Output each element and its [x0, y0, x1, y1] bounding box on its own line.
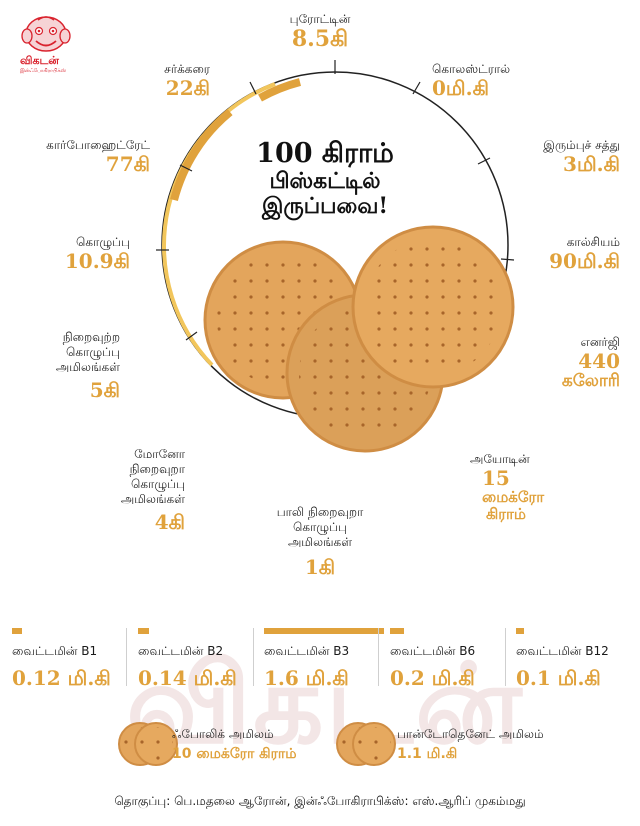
nutrient-label-l1: பாலி நிறைவுறா	[276, 505, 364, 519]
nutrient-value: 1கி	[304, 555, 336, 579]
nutrient-label: சர்க்கரை	[164, 62, 210, 76]
credits: தொகுப்பு: பெ.மதலை ஆரோன், இன்ஃபோகிராபிக்ஸ…	[114, 794, 526, 808]
nutrient-label-l3: அமிலங்கள்	[287, 535, 353, 549]
brand-name: விகடன்	[20, 54, 59, 67]
nutrient-value: 77கி	[105, 152, 150, 176]
biscuit-right	[351, 225, 515, 389]
extra-pantothenic-acid: பான்டோதெனேட் அமிலம் 1.1 மி.கி	[397, 727, 567, 764]
main-title: 100 கிராம் பிஸ்கட்டில் இருப்பவை!	[210, 138, 440, 220]
mini-biscuits-icon	[336, 722, 396, 766]
vitamin-level-bar	[264, 628, 384, 634]
nutrient-value-unit: கலோரி	[561, 371, 620, 391]
brand-tagline: இன்ஃபோகிராபிக்ஸ்	[20, 68, 66, 74]
nutrient-label-l4: அமிலங்கள்	[120, 492, 185, 506]
nutrient-label-l1: நிறைவுற்ற	[62, 330, 120, 344]
vitamin-value: 0.2 மி.கி	[390, 666, 475, 690]
vitamin-name: வைட்டமின் B3	[264, 644, 350, 658]
nutrient-poly-unsaturated: பாலி நிறைவுறா கொழுப்பு அமிலங்கள் 1கி	[250, 505, 390, 578]
vitamin-value: 1.6 மி.கி	[264, 666, 349, 690]
vitamin-name: வைட்டமின் B1	[12, 644, 98, 658]
nutrient-label: எனர்ஜி	[580, 335, 620, 349]
vitamin-name: வைட்டமின் B2	[138, 644, 224, 658]
nutrient-label-l2: கொழுப்பு	[293, 520, 347, 534]
vitamin-b3: வைட்டமின் B3 1.6 மி.கி	[264, 628, 384, 693]
nutrient-label: புரோட்டின்	[289, 12, 351, 26]
nutrient-sugar: சர்க்கரை 22கி	[120, 62, 210, 99]
nutrient-label: கொலஸ்ட்ரால்	[432, 62, 511, 76]
nutrient-label-l2: நிறைவுறா	[129, 462, 185, 476]
nutrient-label: கால்சியம்	[566, 235, 620, 249]
vitamin-name: வைட்டமின் B12	[516, 644, 609, 658]
accent-arc-inner	[170, 108, 233, 202]
nutrient-carbohydrate: கார்போஹைட்ரேட் 77கி	[20, 138, 150, 175]
nutrient-value: 5கி	[89, 378, 120, 402]
biscuits-illustration	[203, 225, 515, 453]
nutrient-value: 22கி	[165, 76, 210, 100]
vitamin-value: 0.12 மி.கி	[12, 666, 111, 690]
nutrient-saturated-fat: நிறைவுற்ற கொழுப்பு அமிலங்கள் 5கி	[20, 330, 120, 401]
divider	[378, 628, 379, 686]
divider	[126, 628, 127, 686]
nutrient-value: 4கி	[154, 510, 185, 534]
brand-logo: விகடன் இன்ஃபோகிராபிக்ஸ்	[14, 14, 78, 74]
nutrient-label: கொழுப்பு	[76, 235, 130, 249]
nutrient-label: கார்போஹைட்ரேட்	[46, 138, 150, 152]
nutrient-label-l1: மோனோ	[134, 447, 185, 461]
nutrient-fat: கொழுப்பு 10.9கி	[20, 235, 130, 272]
mini-biscuits-icon	[118, 722, 178, 766]
vitamin-b1: வைட்டமின் B1 0.12 மி.கி	[12, 628, 132, 693]
nutrient-calcium: கால்சியம் 90மி.கி	[500, 235, 620, 272]
vitamin-level-bar	[138, 628, 149, 634]
nutrient-value-number: 440	[578, 349, 620, 373]
nutrient-iodine: அயோடின் 15 மைக்ரோ கிராம்	[470, 452, 580, 522]
vitamin-b2: வைட்டமின் B2 0.14 மி.கி	[138, 628, 258, 693]
vitamin-b12: வைட்டமின் B12 0.1 மி.கி	[516, 628, 628, 693]
nutrient-value-unit-l2: கிராம்	[486, 504, 526, 523]
nutrient-value: 0மி.கி	[432, 76, 489, 100]
vitamin-level-bar	[516, 628, 524, 634]
nutrient-value-number: 15	[482, 466, 510, 490]
divider	[505, 628, 506, 686]
nutrient-value: 3மி.கி	[563, 152, 620, 176]
extra-value: 10 மைக்ரோ கிராம்	[172, 746, 297, 762]
nutrient-label-l2: கொழுப்பு	[66, 345, 120, 359]
nutrient-label-l3: அமிலங்கள்	[55, 360, 120, 374]
nutrient-label-l3: கொழுப்பு	[131, 477, 185, 491]
nutrient-label: இரும்புச் சத்து	[543, 138, 620, 152]
extra-label: ஃபோலிக் அமிலம்	[172, 727, 274, 741]
nutrient-label: அயோடின்	[470, 452, 530, 466]
extra-folic-acid: ஃபோலிக் அமிலம் 10 மைக்ரோ கிராம்	[172, 727, 332, 764]
brand-mascot-icon	[21, 16, 71, 52]
vitamin-value: 0.14 மி.கி	[138, 666, 237, 690]
nutrient-value: 10.9கி	[64, 249, 130, 273]
nutrient-value: 8.5கி	[291, 26, 349, 52]
watermark: விகடன்	[126, 640, 524, 768]
title-line3: இருப்பவை!	[261, 193, 389, 220]
nutrient-cholesterol: கொலஸ்ட்ரால் 0மி.கி	[432, 62, 552, 99]
vitamin-value: 0.1 மி.கி	[516, 666, 601, 690]
nutrient-energy: எனர்ஜி 440 கலோரி	[510, 335, 620, 391]
title-line1: 100 கிராம்	[256, 138, 394, 169]
nutrient-mono-unsaturated: மோனோ நிறைவுறா கொழுப்பு அமிலங்கள் 4கி	[90, 447, 185, 533]
extra-value: 1.1 மி.கி	[397, 746, 458, 762]
nutrient-iron: இரும்புச் சத்து 3மி.கி	[490, 138, 620, 175]
divider	[253, 628, 254, 686]
nutrient-value-unit-l1: மைக்ரோ	[482, 488, 545, 506]
vitamin-name: வைட்டமின் B6	[390, 644, 476, 658]
accent-arc-outer	[162, 82, 276, 367]
nutrient-value: 90மி.கி	[549, 249, 620, 273]
vitamin-level-bar	[12, 628, 22, 634]
vitamin-b6: வைட்டமின் B6 0.2 மி.கி	[390, 628, 510, 693]
nutrient-protein: புரோட்டின் 8.5கி	[260, 12, 380, 51]
extra-label: பான்டோதெனேட் அமிலம்	[397, 727, 544, 741]
title-line2: பிஸ்கட்டில்	[269, 168, 381, 195]
vitamin-level-bar	[390, 628, 405, 634]
accent-arc-top	[258, 78, 302, 102]
